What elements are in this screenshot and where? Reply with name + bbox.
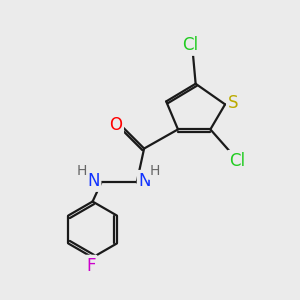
Text: H: H xyxy=(77,164,88,178)
Text: H: H xyxy=(149,164,160,178)
Text: S: S xyxy=(228,94,238,112)
Text: N: N xyxy=(139,172,151,190)
Text: Cl: Cl xyxy=(229,152,245,170)
Text: F: F xyxy=(86,257,96,275)
Text: N: N xyxy=(87,172,99,190)
Text: Cl: Cl xyxy=(182,36,198,54)
Text: O: O xyxy=(109,116,122,134)
